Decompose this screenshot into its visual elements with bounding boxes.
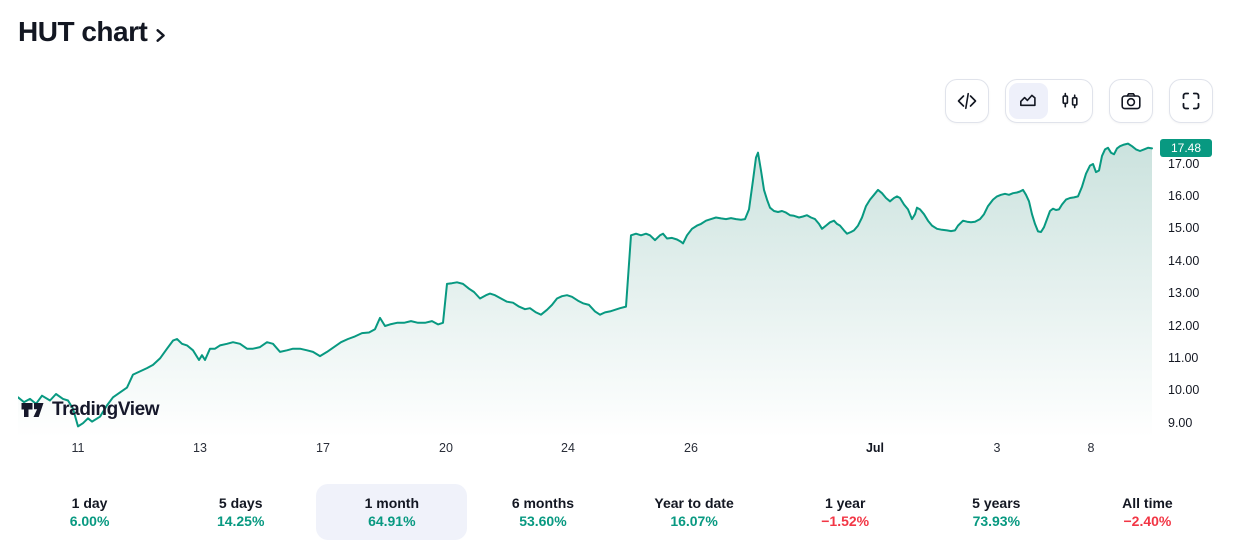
- period-change: 16.07%: [670, 513, 718, 529]
- price-line-series: [17, 142, 1153, 428]
- price-tick-label: 11.00: [1168, 350, 1199, 365]
- time-tick-label: 8: [1087, 441, 1095, 455]
- period-label: 1 day: [71, 495, 108, 511]
- chart-style-switcher: [1005, 79, 1093, 123]
- price-tick-label: 16.00: [1168, 188, 1200, 203]
- period-change: −2.40%: [1123, 513, 1172, 529]
- period-change: 14.25%: [216, 513, 265, 529]
- current-price-badge: 17.48: [1160, 139, 1212, 158]
- fullscreen-icon: [1182, 92, 1200, 110]
- time-tick-label: 20: [439, 441, 453, 455]
- chart-toolbar: [945, 79, 1213, 123]
- period-change: 53.60%: [519, 513, 567, 529]
- period-button-year-to-date[interactable]: Year to date 16.07%: [619, 484, 770, 540]
- period-change: 64.91%: [368, 513, 416, 529]
- price-tick-label: 14.00: [1168, 253, 1200, 268]
- price-tick-label: 15.00: [1168, 221, 1200, 236]
- price-axis[interactable]: 17.48 17.00 16.00 15.00 14.00 13.00 12.00 11.0…: [1158, 138, 1237, 438]
- fullscreen-button[interactable]: [1169, 79, 1213, 123]
- candles-chart-button[interactable]: [1050, 83, 1089, 119]
- tradingview-logo-icon: [21, 403, 44, 417]
- time-tick-label: Jul: [865, 441, 885, 455]
- page-title: HUT chart: [18, 16, 148, 47]
- candles-icon: [1061, 92, 1078, 109]
- time-axis[interactable]: 11 13 17 20 24 26 Jul 3 8: [18, 441, 1155, 457]
- time-tick-label: 24: [561, 441, 575, 455]
- period-change: 73.93%: [972, 513, 1021, 529]
- header: HUT chart: [18, 16, 170, 48]
- period-label: Year to date: [654, 495, 734, 511]
- price-tick-label: 13.00: [1168, 286, 1200, 301]
- period-label: 6 months: [511, 495, 575, 511]
- period-button-6-months[interactable]: 6 months 53.60%: [467, 484, 618, 540]
- snapshot-button[interactable]: [1109, 79, 1153, 123]
- period-label: 1 month: [364, 495, 420, 511]
- embed-code-button[interactable]: [945, 79, 989, 123]
- period-button-1-day[interactable]: 1 day 6.00%: [14, 484, 165, 540]
- camera-icon: [1121, 93, 1141, 110]
- area-chart-button[interactable]: [1009, 83, 1048, 119]
- period-button-1-month[interactable]: 1 month 64.91%: [316, 484, 468, 540]
- period-button-5-years[interactable]: 5 years 73.93%: [921, 484, 1072, 540]
- period-label: 1 year: [824, 495, 866, 511]
- price-tick-label: 17.00: [1168, 156, 1200, 171]
- price-tick-label: 9.00: [1168, 415, 1193, 430]
- period-change: −1.52%: [821, 513, 870, 529]
- period-button-5-days[interactable]: 5 days 14.25%: [165, 484, 316, 540]
- chart-canvas[interactable]: [17, 138, 1155, 438]
- area-chart-icon: [1019, 94, 1036, 107]
- period-label: 5 days: [218, 495, 263, 511]
- period-selector: 1 day 6.00% 5 days 14.25% 1 month 64.91% 6 mon…: [14, 484, 1223, 540]
- period-label: 5 years: [972, 495, 1021, 511]
- price-tick-label: 12.00: [1168, 318, 1200, 333]
- price-area-fill: [18, 143, 1152, 438]
- chevron-right-icon[interactable]: [151, 26, 170, 45]
- time-tick-label: 13: [193, 441, 207, 455]
- time-tick-label: 17: [316, 441, 330, 455]
- period-button-all-time[interactable]: All time −2.40%: [1072, 484, 1223, 540]
- tradingview-attribution-link[interactable]: TradingView: [20, 399, 160, 421]
- time-tick-label: 11: [71, 441, 85, 455]
- period-change: 6.00%: [69, 513, 110, 529]
- time-tick-label: 3: [993, 441, 1001, 455]
- period-button-1-year[interactable]: 1 year −1.52%: [770, 484, 921, 540]
- code-icon: [957, 92, 977, 110]
- time-tick-label: 26: [684, 441, 698, 455]
- tradingview-logo-text: TradingView: [52, 399, 160, 420]
- price-tick-label: 10.00: [1168, 383, 1200, 398]
- period-label: All time: [1122, 495, 1173, 511]
